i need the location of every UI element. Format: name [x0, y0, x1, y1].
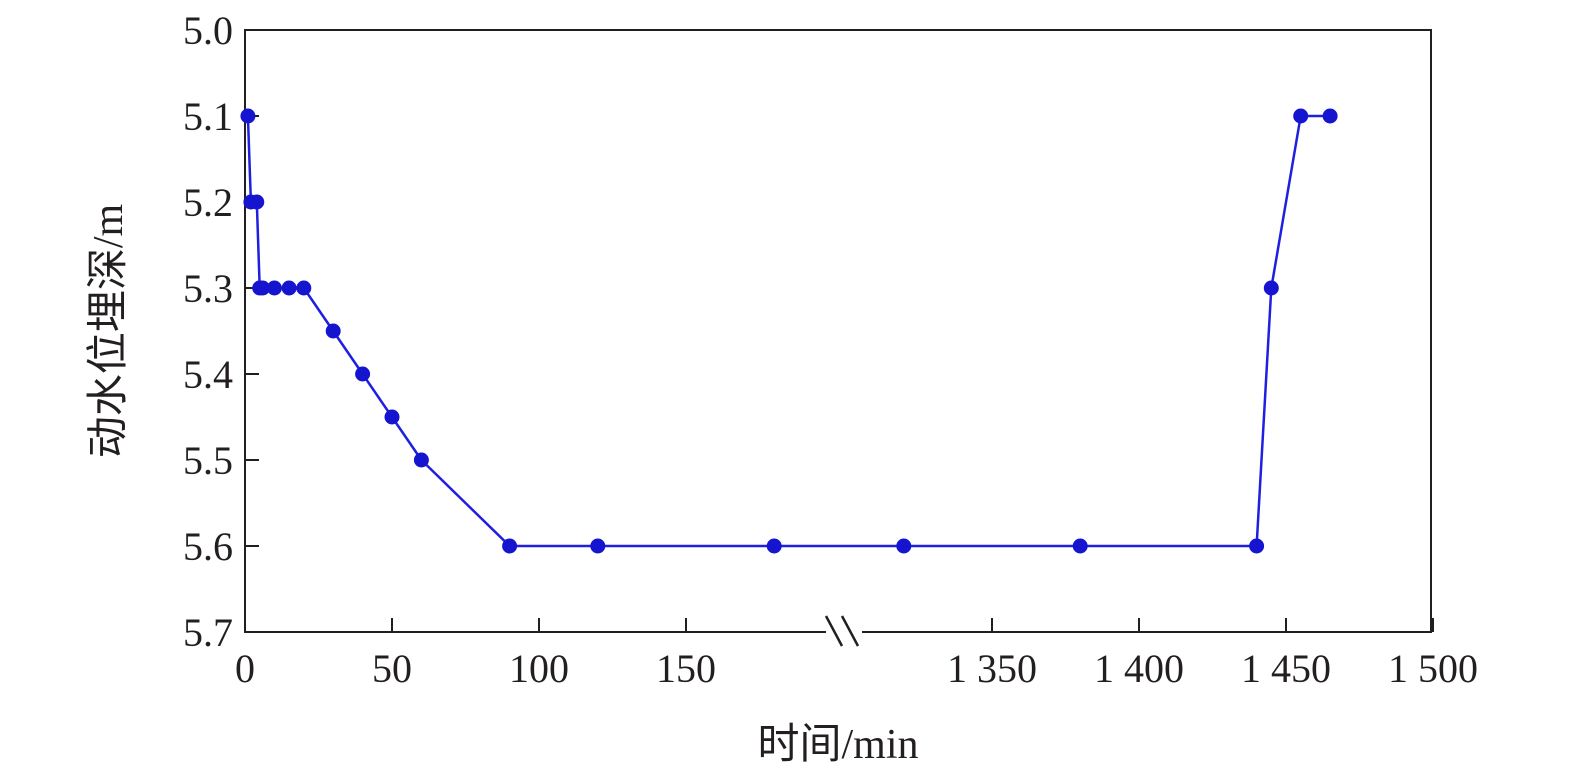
y-tick-label: 5.6	[183, 524, 233, 569]
y-axis: 5.0 5.1 5.2 5.3 5.4 5.5 5.6 5.7	[183, 8, 259, 655]
data-point	[1072, 538, 1088, 554]
x-axis-break-mark	[824, 614, 862, 648]
series-markers	[240, 108, 1338, 554]
x-axis: 0 50 100 150 1 350 1 400 1 450 1 500	[235, 618, 1478, 691]
y-axis-title: 动水位埋深/m	[85, 204, 132, 459]
y-tick-label: 5.1	[183, 94, 233, 139]
data-point	[1322, 108, 1338, 124]
x-tick-label: 100	[509, 646, 569, 691]
data-point	[1263, 280, 1279, 296]
data-point	[896, 538, 912, 554]
data-point	[502, 538, 518, 554]
data-point	[266, 280, 282, 296]
y-tick-label: 5.5	[183, 438, 233, 483]
data-point	[296, 280, 312, 296]
x-tick-label: 50	[372, 646, 412, 691]
y-tick-label: 5.7	[183, 610, 233, 655]
data-point	[281, 280, 297, 296]
y-tick-label: 5.4	[183, 352, 233, 397]
data-point	[1293, 108, 1309, 124]
data-point	[355, 366, 371, 382]
data-point	[255, 280, 271, 296]
data-point	[384, 409, 400, 425]
x-tick-label: 150	[656, 646, 716, 691]
data-point	[249, 194, 265, 210]
x-tick-label: 1 450	[1241, 646, 1331, 691]
x-tick-label: 0	[235, 646, 255, 691]
data-point	[766, 538, 782, 554]
y-tick-label: 5.3	[183, 266, 233, 311]
series-line	[246, 114, 1331, 548]
data-point	[1249, 538, 1265, 554]
y-tick-label: 5.0	[183, 8, 233, 53]
data-point	[325, 323, 341, 339]
data-point	[590, 538, 606, 554]
y-tick-label: 5.2	[183, 180, 233, 225]
x-tick-label: 1 500	[1388, 646, 1478, 691]
x-axis-title: 时间/min	[757, 722, 918, 768]
x-tick-label: 1 400	[1094, 646, 1184, 691]
data-point	[240, 108, 256, 124]
data-point	[413, 452, 429, 468]
x-tick-label: 1 350	[947, 646, 1037, 691]
